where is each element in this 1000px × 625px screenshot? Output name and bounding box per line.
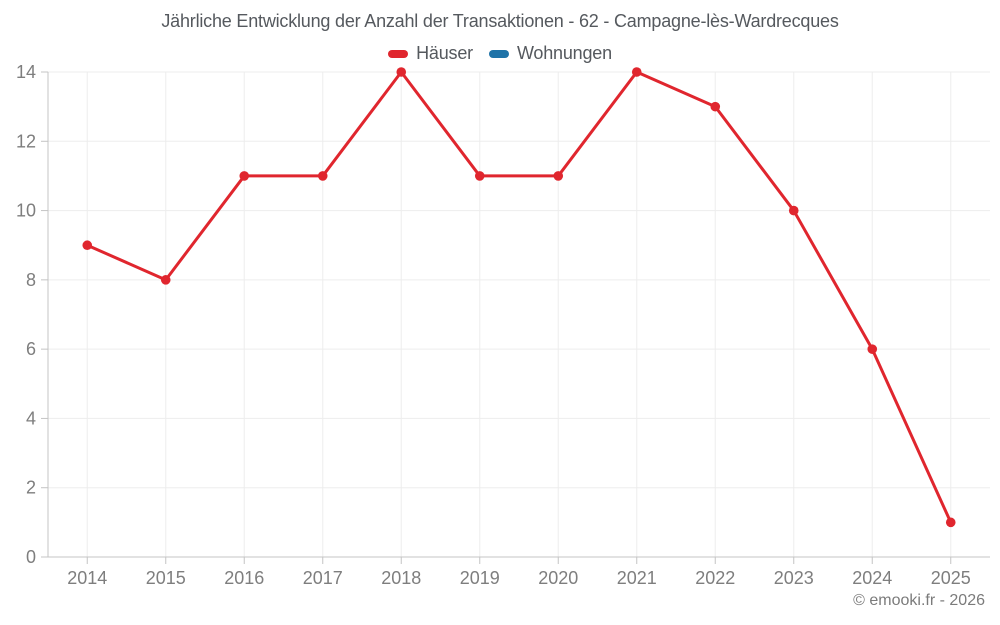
x-axis-label: 2014 (67, 568, 107, 588)
data-point-häuser-2016[interactable] (239, 171, 250, 181)
series-line-häuser (85, 70, 953, 524)
data-point-häuser-2017[interactable] (317, 171, 328, 181)
data-point-häuser-2021[interactable] (631, 67, 642, 77)
y-axis-label: 10 (16, 201, 36, 221)
y-axis-label: 4 (26, 408, 36, 428)
data-point-häuser-2024[interactable] (867, 344, 878, 354)
x-axis-label: 2023 (774, 568, 814, 588)
y-axis-label: 0 (26, 547, 36, 567)
y-axis-label: 6 (26, 339, 36, 359)
data-point-häuser-2020[interactable] (553, 171, 564, 181)
x-axis-label: 2017 (303, 568, 343, 588)
data-point-häuser-2023[interactable] (788, 205, 799, 216)
data-point-häuser-2019[interactable] (474, 171, 485, 181)
chart-title: Jährliche Entwicklung der Anzahl der Tra… (161, 11, 839, 31)
legend-swatch-wohnungen (488, 49, 509, 58)
data-point-häuser-2018[interactable] (396, 67, 407, 77)
x-axis-label: 2019 (460, 568, 500, 588)
y-axis-label: 8 (26, 270, 36, 290)
x-axis-label: 2020 (538, 568, 578, 588)
legend-label: Häuser (416, 43, 473, 63)
attribution: © emooki.fr - 2026 (853, 592, 985, 609)
x-axis-label: 2016 (224, 568, 264, 588)
legend: Häuser Wohnungen (0, 43, 1000, 64)
x-axis-label: 2024 (852, 568, 892, 588)
y-axis-label: 2 (26, 478, 36, 498)
y-axis-label: 14 (16, 62, 36, 82)
x-axis-label: 2015 (146, 568, 186, 588)
legend-item-wohnungen[interactable]: Wohnungen (488, 43, 612, 64)
legend-item-häuser[interactable]: Häuser (388, 43, 473, 64)
x-axis-label: 2021 (617, 568, 657, 588)
data-point-häuser-2022[interactable] (710, 101, 721, 112)
x-axis-label: 2022 (695, 568, 735, 588)
data-point-häuser-2014[interactable] (82, 240, 93, 251)
x-axis-label: 2018 (381, 568, 421, 588)
y-axis-label: 12 (16, 131, 36, 151)
data-point-häuser-2025[interactable] (945, 517, 956, 528)
data-point-häuser-2015[interactable] (160, 275, 171, 285)
x-axis-label: 2025 (931, 568, 971, 588)
legend-swatch-häuser (388, 49, 409, 58)
legend-label: Wohnungen (516, 43, 612, 63)
